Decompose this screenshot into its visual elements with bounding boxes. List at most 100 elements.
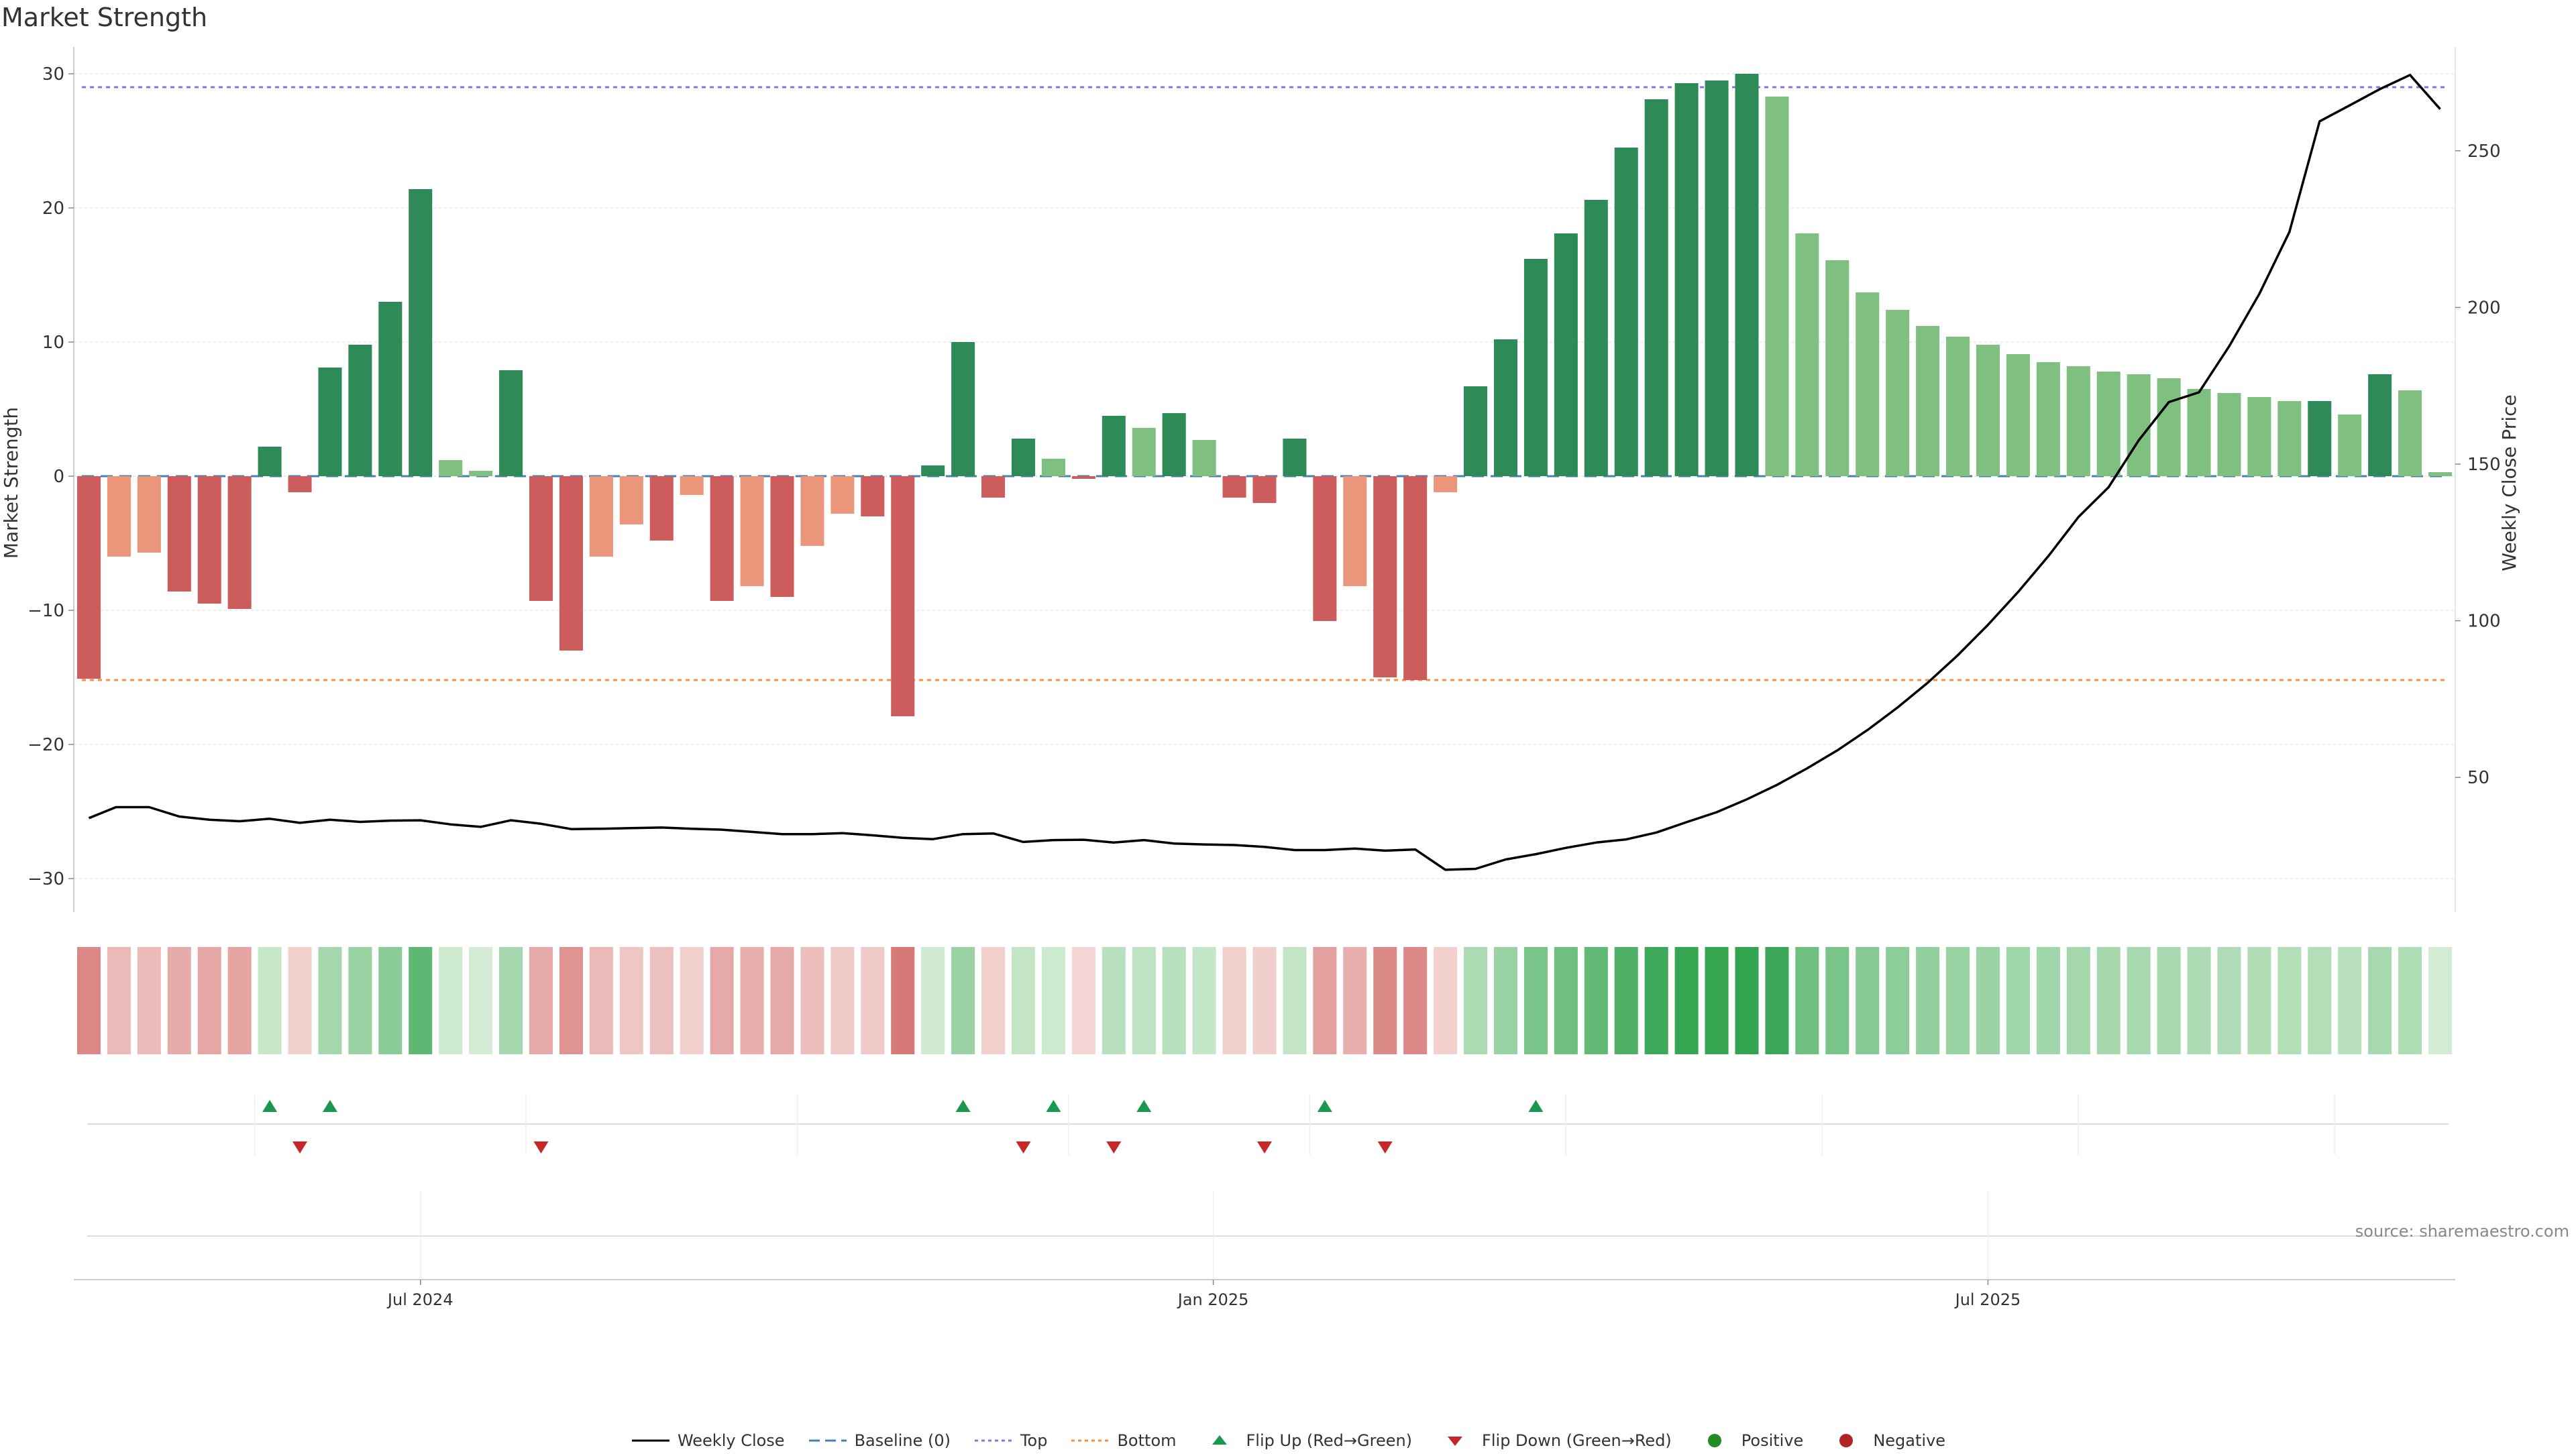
heat-cell xyxy=(2247,947,2271,1054)
legend-label: Positive xyxy=(1741,1431,1804,1450)
strength-heat-strip xyxy=(76,947,2453,1054)
y-tick-label: −30 xyxy=(28,869,64,889)
strength-bar xyxy=(2127,374,2151,476)
strength-bar xyxy=(1765,97,1789,476)
flip-markers-panel xyxy=(74,1095,2455,1280)
strength-bar xyxy=(1584,200,1608,476)
flip-up-marker xyxy=(955,1100,971,1112)
strength-bar xyxy=(800,476,824,546)
strength-bar xyxy=(1283,439,1307,476)
strength-bar xyxy=(2428,472,2453,476)
strength-bar xyxy=(1071,476,1095,479)
strength-bar xyxy=(951,342,975,476)
legend-swatch-close xyxy=(631,1439,669,1442)
strength-bar xyxy=(740,476,764,586)
legend-item-positive: Positive xyxy=(1695,1431,1804,1450)
strength-bars xyxy=(76,74,2453,716)
strength-bar xyxy=(1434,476,1458,492)
heat-cell xyxy=(1132,947,1156,1054)
strength-bar xyxy=(258,447,282,476)
heat-cell xyxy=(830,947,855,1054)
heat-cell xyxy=(1856,947,1880,1054)
strength-bar xyxy=(2096,372,2121,476)
heat-cell xyxy=(1252,947,1277,1054)
y-tick-label: 0 xyxy=(53,467,64,487)
heat-cell xyxy=(318,947,342,1054)
heat-cell xyxy=(740,947,764,1054)
legend-label: Flip Up (Red→Green) xyxy=(1246,1431,1413,1450)
flip-down-marker xyxy=(533,1141,549,1154)
legend-swatch-flip-up xyxy=(1212,1435,1227,1445)
strength-bar xyxy=(921,465,945,476)
flip-up-marker xyxy=(322,1100,337,1112)
y2-tick-label: 50 xyxy=(2467,768,2489,788)
strength-bar xyxy=(1041,459,1065,476)
heat-cell xyxy=(1403,947,1428,1054)
strength-bar xyxy=(529,476,553,601)
heat-cell xyxy=(529,947,553,1054)
legend-swatch-baseline xyxy=(808,1439,847,1442)
strength-bar xyxy=(499,370,523,476)
legend-item-negative: Negative xyxy=(1826,1431,1945,1450)
heat-cell xyxy=(1825,947,1849,1054)
strength-bar xyxy=(1825,260,1849,476)
strength-bar xyxy=(2006,354,2030,476)
heat-cell xyxy=(2368,947,2392,1054)
strength-bar xyxy=(348,345,372,476)
strength-bar xyxy=(1464,386,1488,476)
heat-cell xyxy=(1735,947,1759,1054)
heat-cell xyxy=(1916,947,1940,1054)
strength-bar xyxy=(1523,259,1548,476)
heat-cell xyxy=(770,947,794,1054)
legend-item-bottom: Bottom xyxy=(1070,1431,1177,1450)
heat-cell xyxy=(589,947,613,1054)
flip-down-marker xyxy=(1377,1141,1393,1154)
strength-bar xyxy=(2036,362,2060,476)
strength-bar xyxy=(2217,393,2241,476)
heat-cell xyxy=(1795,947,1819,1054)
heat-cell xyxy=(1554,947,1578,1054)
strength-bar xyxy=(1674,83,1699,476)
strength-bar xyxy=(1976,345,2000,476)
heat-cell xyxy=(469,947,493,1054)
strength-bar xyxy=(710,476,734,601)
heat-cell xyxy=(1705,947,1729,1054)
heat-cell xyxy=(378,947,402,1054)
legend-item-flip-down: Flip Down (Green→Red) xyxy=(1435,1431,1672,1450)
y-axis-label: Market Strength xyxy=(0,407,22,559)
legend-swatch-flip-down xyxy=(1448,1437,1463,1446)
heat-cell xyxy=(2308,947,2332,1054)
strength-bar xyxy=(830,476,855,514)
flip-down-marker xyxy=(292,1141,308,1154)
strength-bar xyxy=(2338,414,2362,476)
strength-bar xyxy=(197,476,221,604)
heat-cell xyxy=(137,947,161,1054)
heat-cell xyxy=(1313,947,1337,1054)
heat-cell xyxy=(800,947,824,1054)
heat-cell xyxy=(1434,947,1458,1054)
heat-cell xyxy=(619,947,643,1054)
strength-bar xyxy=(1705,80,1729,476)
legend-label: Negative xyxy=(1873,1431,1946,1450)
legend-item-flip-up: Flip Up (Red→Green) xyxy=(1199,1431,1413,1450)
heat-cell xyxy=(167,947,191,1054)
legend-label: Weekly Close xyxy=(677,1431,785,1450)
strength-bar xyxy=(1373,476,1397,677)
heat-cell xyxy=(2006,947,2030,1054)
heat-cell xyxy=(2066,947,2090,1054)
heat-cell xyxy=(2217,947,2241,1054)
heat-cell xyxy=(1614,947,1638,1054)
source-note: source: sharemaestro.com xyxy=(2355,1222,2569,1241)
heat-cell xyxy=(409,947,433,1054)
gridlines xyxy=(73,47,2456,912)
strength-bar xyxy=(559,476,583,651)
flip-up-marker xyxy=(1136,1100,1152,1112)
strength-bar xyxy=(1403,476,1428,680)
strength-bar xyxy=(1313,476,1337,621)
strength-bar xyxy=(1856,292,1880,476)
strength-bar xyxy=(2308,401,2332,476)
x-axis: Jul 2024 Jan 2025 Jul 2025 xyxy=(386,1280,2021,1309)
flip-down-marker xyxy=(1257,1141,1272,1154)
strength-bar xyxy=(1493,339,1518,476)
heat-cell xyxy=(1976,947,2000,1054)
